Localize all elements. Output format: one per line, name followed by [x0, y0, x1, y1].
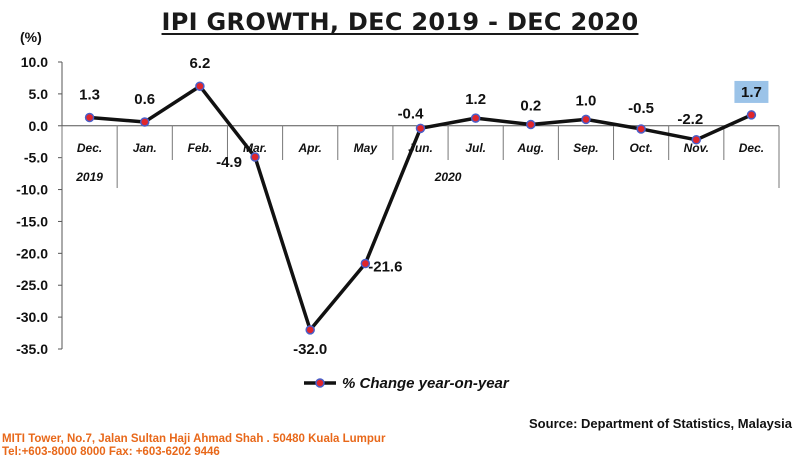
- data-point: [195, 81, 205, 91]
- data-point: [305, 325, 315, 335]
- data-label: 6.2: [189, 55, 210, 72]
- x-tick-label: Feb.: [188, 141, 213, 155]
- x-tick-label: May: [354, 141, 379, 155]
- footer-phone-fax: Tel:+603-8000 8000 Fax: +603-6202 9446: [2, 446, 220, 458]
- y-tick-label: -20.0: [16, 245, 48, 261]
- x-group-label: 2019: [75, 170, 103, 184]
- data-label: 0.2: [520, 98, 541, 115]
- data-point: [746, 110, 757, 120]
- y-axis: (%) 10.0 5.0 0.0 -5.0 -10.0 -15.0 -20.0 -25.0 -30…: [16, 29, 63, 357]
- data-point: [415, 123, 426, 134]
- data-label: 1.3: [79, 86, 100, 103]
- data-label: -0.4: [398, 105, 425, 122]
- data-point: [581, 114, 591, 125]
- data-point: [84, 112, 95, 123]
- data-label: 0.6: [134, 91, 155, 108]
- x-tick-label: Oct.: [629, 141, 652, 155]
- x-group-label: 2020: [434, 170, 462, 184]
- y-tick-label: -25.0: [16, 277, 48, 293]
- series-line: [89, 84, 753, 332]
- legend-label: % Change year-on-year: [342, 375, 510, 392]
- data-label: -2.2: [677, 111, 703, 128]
- x-tick-label: Nov.: [684, 141, 709, 155]
- data-label: 1.2: [465, 91, 486, 108]
- data-point: [139, 117, 150, 127]
- series-layer: [84, 81, 757, 335]
- y-tick-label: 5.0: [29, 86, 49, 102]
- footer-contact: MITI Tower, No.7, Jalan Sultan Haji Ahma…: [2, 433, 385, 459]
- x-tick-label: Apr.: [298, 141, 322, 155]
- y-tick-label: -10.0: [16, 182, 48, 198]
- y-tick-label: 10.0: [21, 54, 48, 70]
- y-tick-label: -35.0: [16, 341, 48, 357]
- y-tick-label: -5.0: [24, 150, 48, 166]
- legend-marker: [315, 378, 325, 388]
- data-label: 1.7: [741, 84, 762, 101]
- data-point: [691, 135, 702, 145]
- data-labels: 1.3 0.6 6.2 -4.9 -32.0 -21.6 -0.4 1.2 0.2 1.0 -0.5…: [79, 55, 769, 358]
- x-tick-label: Sep.: [573, 141, 598, 155]
- x-axis: Dec. Jan. Feb. Mar. Apr. May Jun. Jul. Aug. Sep. O…: [61, 125, 780, 188]
- chart-title: IPI GROWTH, DEC 2019 - DEC 2020: [161, 8, 639, 36]
- data-label: -0.5: [628, 100, 654, 117]
- data-point: [526, 119, 536, 130]
- data-point: [250, 152, 260, 162]
- x-tick-label: Dec.: [77, 141, 102, 155]
- y-unit-label: (%): [20, 29, 42, 45]
- data-label: -21.6: [368, 259, 402, 276]
- y-tick-label: -15.0: [16, 213, 48, 229]
- x-tick-label: Jul.: [465, 141, 486, 155]
- y-tick-label: 0.0: [29, 118, 49, 134]
- data-point: [360, 258, 371, 269]
- x-tick-label: Dec.: [739, 141, 764, 155]
- x-tick-label: Jan.: [133, 141, 157, 155]
- source-note: Source: Department of Statistics, Malays…: [529, 416, 792, 431]
- x-tick-label: Aug.: [516, 141, 544, 155]
- data-point: [470, 113, 481, 123]
- footer-address: MITI Tower, No.7, Jalan Sultan Haji Ahma…: [2, 433, 386, 445]
- data-label: -4.9: [216, 154, 242, 171]
- legend: % Change year-on-year: [304, 375, 510, 392]
- y-tick-label: -30.0: [16, 309, 48, 325]
- data-label: 1.0: [576, 92, 597, 109]
- data-point: [636, 124, 646, 134]
- highlight-box: [734, 80, 769, 103]
- data-label: -32.0: [293, 341, 327, 358]
